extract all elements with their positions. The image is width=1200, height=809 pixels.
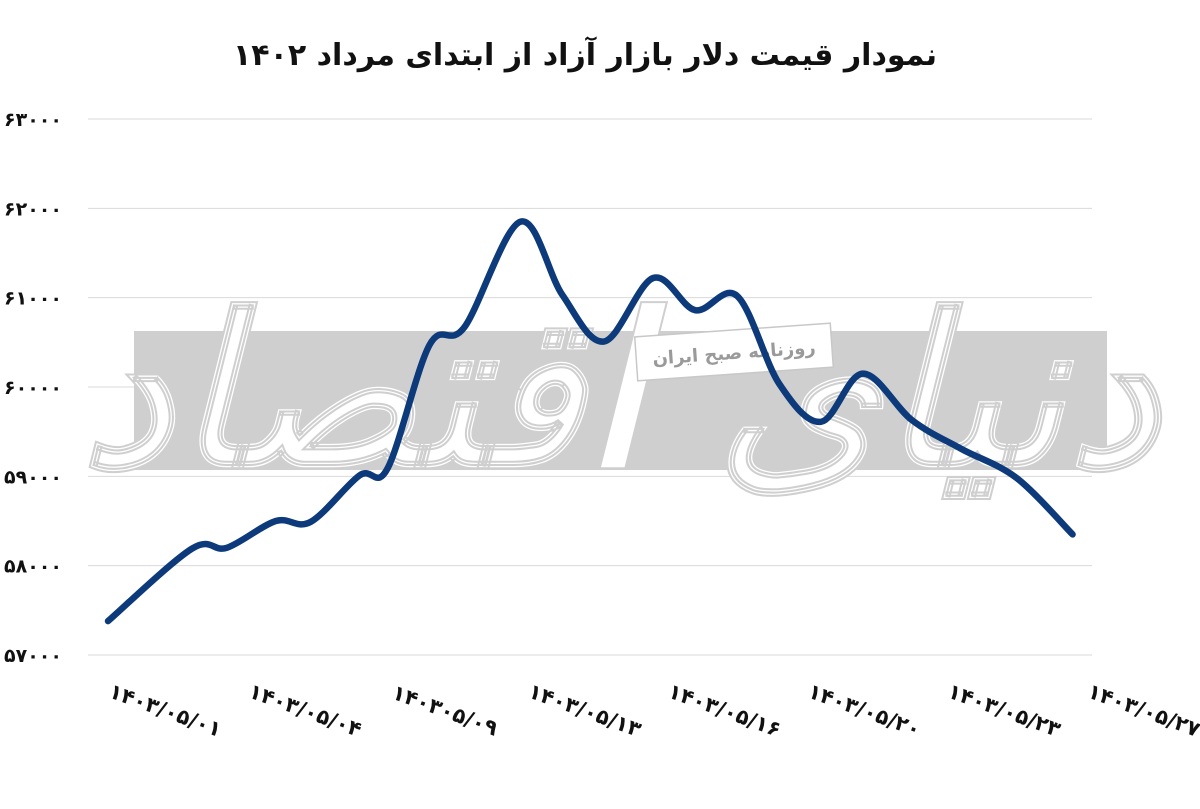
y-tick-label: ۵۸۰۰۰ (4, 556, 62, 578)
chart-title: نمودار قیمت دلار بازار آزاد از ابتدای مر… (232, 38, 938, 73)
x-axis-ticks: ۱۴۰۳/۰۵/۰۱ ۱۴۰۳/۰۵/۰۴ ۱۴۰۳۰۵/۰۹ ۱۴۰۳/۰۵/۱۳ ۱… (106, 679, 1200, 742)
x-tick-label: ۱۴۰۳/۰۵/۱۶ (665, 679, 784, 742)
x-tick-label: ۱۴۰۳/۰۵/۰۴ (246, 679, 365, 742)
watermark-label-box (633, 322, 835, 382)
y-tick-label: ۵۹۰۰۰ (4, 466, 62, 488)
watermark-band (134, 331, 1107, 470)
x-tick-label: ۱۴۰۳/۰۵/۰۱ (106, 679, 225, 742)
y-tick-label: ۵۷۰۰۰ (4, 645, 62, 667)
x-tick-label: ۱۴۰۳/۰۵/۲۷ (1084, 679, 1200, 742)
y-tick-label: ۶۰۰۰۰ (4, 377, 62, 399)
y-tick-label: ۶۳۰۰۰ (4, 109, 62, 131)
y-tick-label: ۶۲۰۰۰ (4, 198, 62, 220)
y-axis-ticks: ۵۷۰۰۰ ۵۸۰۰۰ ۵۹۰۰۰ ۶۰۰۰۰ ۶۱۰۰۰ ۶۲۰۰۰ ۶۳۰۰۰ (4, 109, 62, 667)
watermark: دنیای اقتصاد روزنامه صبح ایران (80, 267, 1165, 516)
x-tick-label: ۱۴۰۳۰۵/۰۹ (389, 680, 501, 740)
series-layer (104, 218, 1076, 625)
watermark-brand: دنیای اقتصاد (81, 268, 1164, 515)
x-tick-label: ۱۴۰۳/۰۵/۲۳ (945, 679, 1064, 742)
series-line (104, 218, 1076, 625)
x-tick-label: ۱۴۰۳/۰۵/۲۰ (805, 679, 924, 742)
y-tick-label: ۶۱۰۰۰ (4, 288, 62, 310)
x-tick-label: ۱۴۰۳/۰۵/۱۳ (525, 679, 644, 742)
